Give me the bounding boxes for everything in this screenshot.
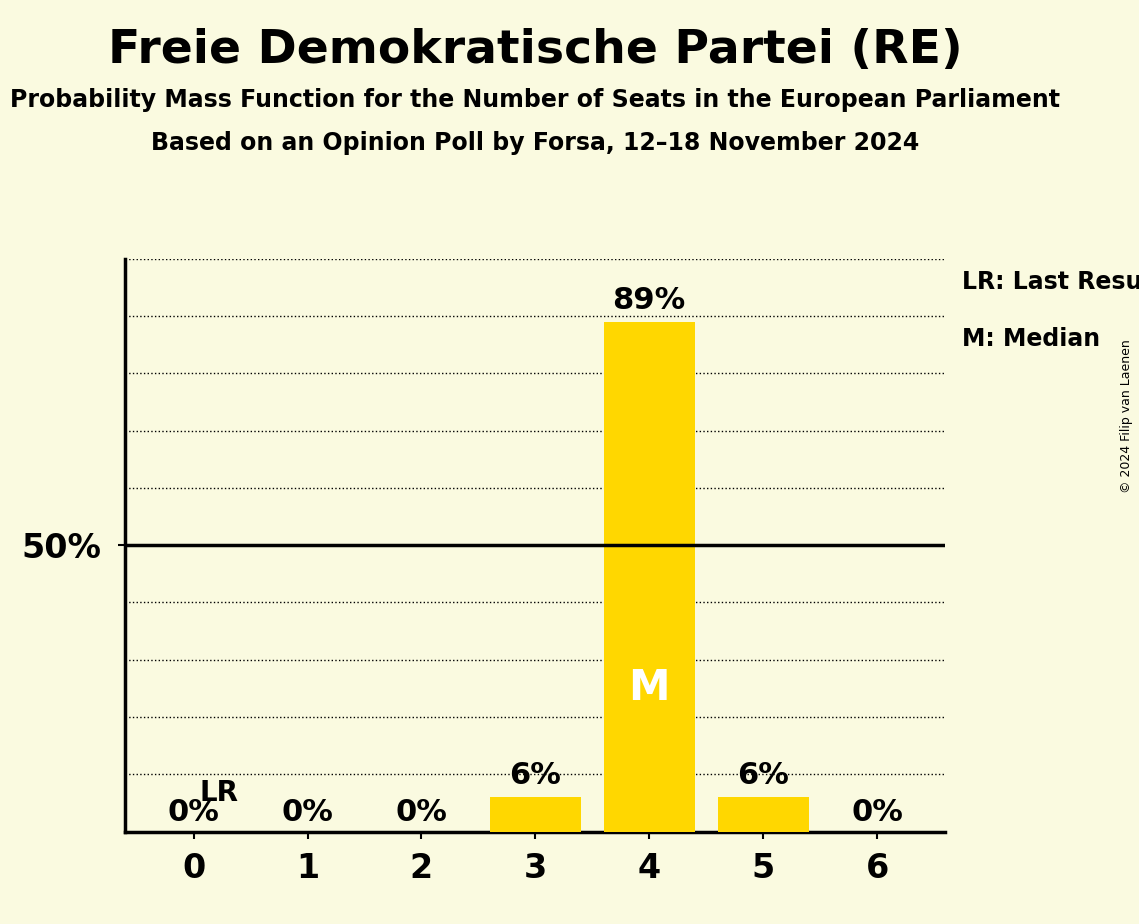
Text: 0%: 0% xyxy=(167,798,220,827)
Bar xyxy=(490,797,581,832)
Text: Probability Mass Function for the Number of Seats in the European Parliament: Probability Mass Function for the Number… xyxy=(10,88,1060,112)
Text: 0%: 0% xyxy=(851,798,903,827)
Text: LR: Last Result: LR: Last Result xyxy=(961,270,1139,294)
Text: 6%: 6% xyxy=(737,761,789,790)
Text: M: Median: M: Median xyxy=(961,327,1100,351)
Text: © 2024 Filip van Laenen: © 2024 Filip van Laenen xyxy=(1121,339,1133,492)
Text: 6%: 6% xyxy=(509,761,562,790)
Text: 0%: 0% xyxy=(395,798,448,827)
Bar xyxy=(604,322,695,832)
Text: LR: LR xyxy=(199,779,238,807)
Text: 0%: 0% xyxy=(281,798,334,827)
Bar xyxy=(718,797,809,832)
Text: M: M xyxy=(629,667,670,710)
Text: 89%: 89% xyxy=(613,286,686,315)
Text: Freie Demokratische Partei (RE): Freie Demokratische Partei (RE) xyxy=(108,28,962,73)
Text: Based on an Opinion Poll by Forsa, 12–18 November 2024: Based on an Opinion Poll by Forsa, 12–18… xyxy=(151,131,919,155)
